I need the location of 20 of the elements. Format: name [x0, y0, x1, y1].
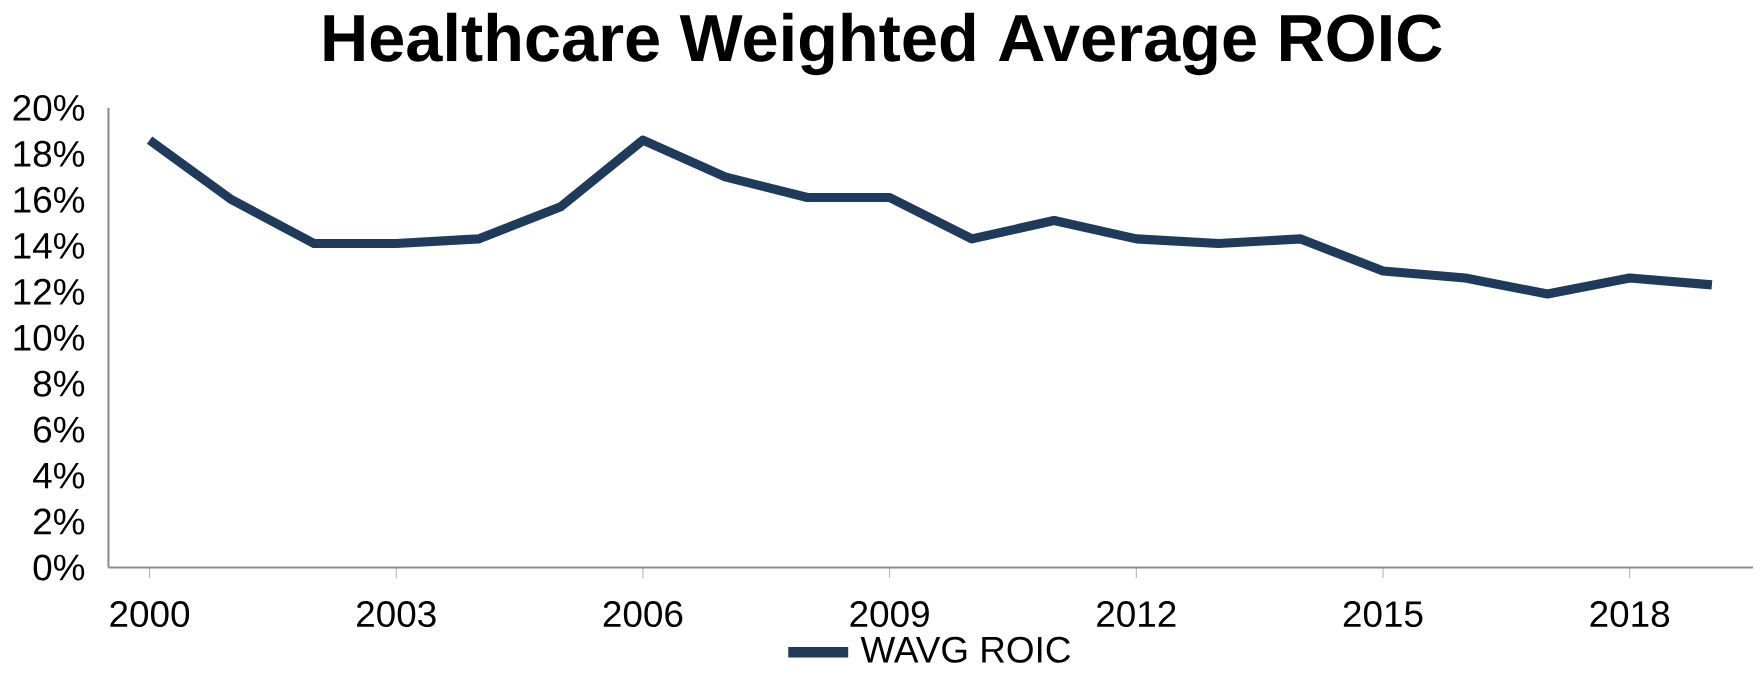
y-tick-label: 2%: [34, 508, 85, 535]
y-tick-label: 0%: [33, 554, 85, 581]
y-tick-label: 18%: [14, 140, 85, 167]
y-tick-label: 4%: [33, 462, 85, 489]
x-tick-label: 2018: [1590, 600, 1670, 627]
legend-label: WAVG ROIC: [860, 636, 1071, 663]
y-tick-label: 6%: [34, 416, 85, 443]
y-tick-label: 14%: [14, 232, 85, 259]
y-tick-label: 10%: [14, 324, 85, 351]
y-tick-label: 8%: [33, 370, 85, 397]
x-tick-label: 2003: [357, 600, 436, 627]
x-tick-label: 2009: [850, 600, 929, 627]
x-tick-label: 2000: [110, 600, 190, 627]
chart-title: Healthcare Weighted Average ROIC: [324, 12, 1442, 76]
x-tick-label: 2006: [603, 600, 683, 627]
y-tick-label: 12%: [14, 278, 85, 305]
y-tick-label: 16%: [14, 186, 85, 213]
y-tick-label: 20%: [13, 94, 85, 121]
x-tick-label: 2012: [1097, 600, 1176, 627]
x-tick-label: 2015: [1343, 600, 1423, 627]
